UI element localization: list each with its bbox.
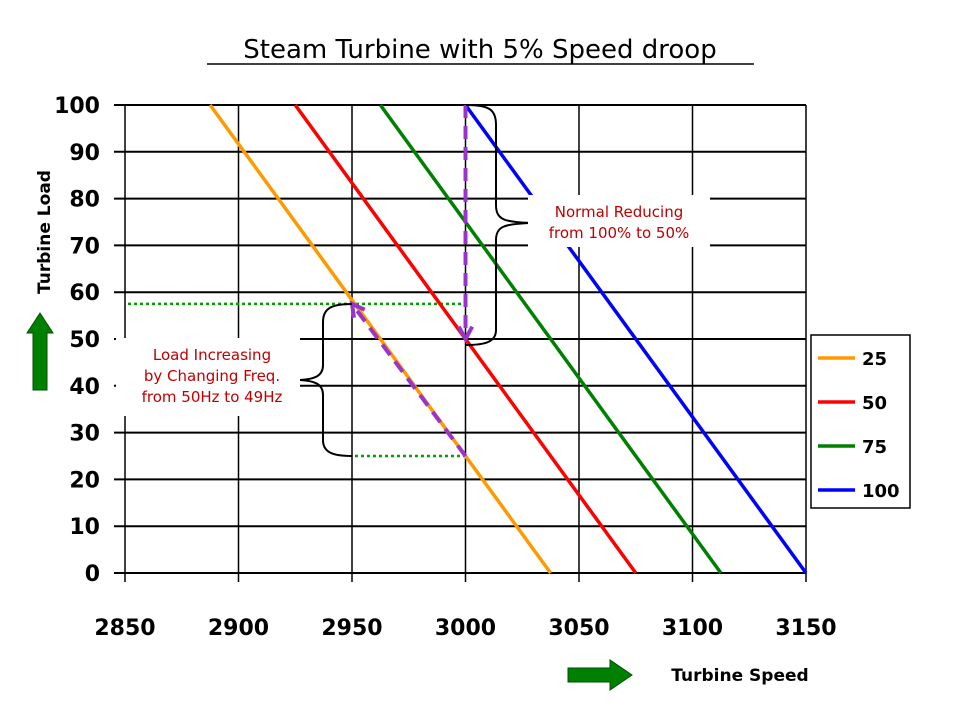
legend-label: 100 xyxy=(862,481,900,502)
y-tick-label: 70 xyxy=(69,234,100,259)
annotation-arrows xyxy=(349,105,474,458)
x-tick-label: 3050 xyxy=(548,616,609,641)
x-axis-label: Turbine Speed xyxy=(671,666,808,686)
annotation-text: Normal Reducing xyxy=(555,203,684,221)
y-tick-label: 30 xyxy=(69,422,100,447)
y-tick-label: 20 xyxy=(69,468,100,493)
y-tick-label: 100 xyxy=(54,94,100,119)
x-tick-label: 3150 xyxy=(775,616,836,641)
x-tick-label: 2950 xyxy=(321,616,382,641)
legend-box xyxy=(810,334,911,509)
y-tick-label: 90 xyxy=(69,141,100,166)
y-tick-label: 0 xyxy=(85,562,100,587)
brace-normal-reducing xyxy=(465,104,531,346)
annotation-box xyxy=(528,195,710,247)
x-tick-label: 3000 xyxy=(435,616,496,641)
chart-title: Steam Turbine with 5% Speed droop xyxy=(243,35,716,65)
dashed-arrow-line xyxy=(350,302,468,458)
series-line-100 xyxy=(464,103,808,575)
y-tick-label: 50 xyxy=(69,328,100,353)
legend-label: 75 xyxy=(862,437,887,458)
legend-label: 25 xyxy=(862,349,887,370)
ticks: 0 10 20 30 40 50 60 70 80 90 100 2850 2900 2950 3000 30… xyxy=(54,94,837,641)
series-line-75 xyxy=(378,103,723,575)
annotation-text: by Changing Freq. xyxy=(144,367,280,385)
y-tick-label: 80 xyxy=(69,188,100,213)
y-axis-label: Turbine Load xyxy=(35,170,55,294)
annotation-text: Load Increasing xyxy=(153,346,271,364)
reference-lines xyxy=(128,302,466,458)
x-tick-label: 3100 xyxy=(662,616,723,641)
annotation-box xyxy=(116,338,300,416)
x-tick-label: 2850 xyxy=(94,616,155,641)
legend-label: 50 xyxy=(862,393,887,414)
y-tick-label: 60 xyxy=(69,281,100,306)
arrowhead-icon xyxy=(457,325,474,344)
up-arrow-icon xyxy=(26,312,54,391)
legend: 25 50 75 100 xyxy=(810,334,911,509)
y-tick-label: 10 xyxy=(69,515,100,540)
series-line-25 xyxy=(208,103,553,575)
annotation-text: from 100% to 50% xyxy=(549,224,690,242)
annotations: Normal Reducing from 100% to 50% Load Incr… xyxy=(116,104,710,457)
x-tick-label: 2900 xyxy=(208,616,269,641)
annotation-text: from 50Hz to 49Hz xyxy=(142,388,283,406)
right-arrow-icon xyxy=(567,659,633,691)
y-tick-label: 40 xyxy=(69,375,100,400)
